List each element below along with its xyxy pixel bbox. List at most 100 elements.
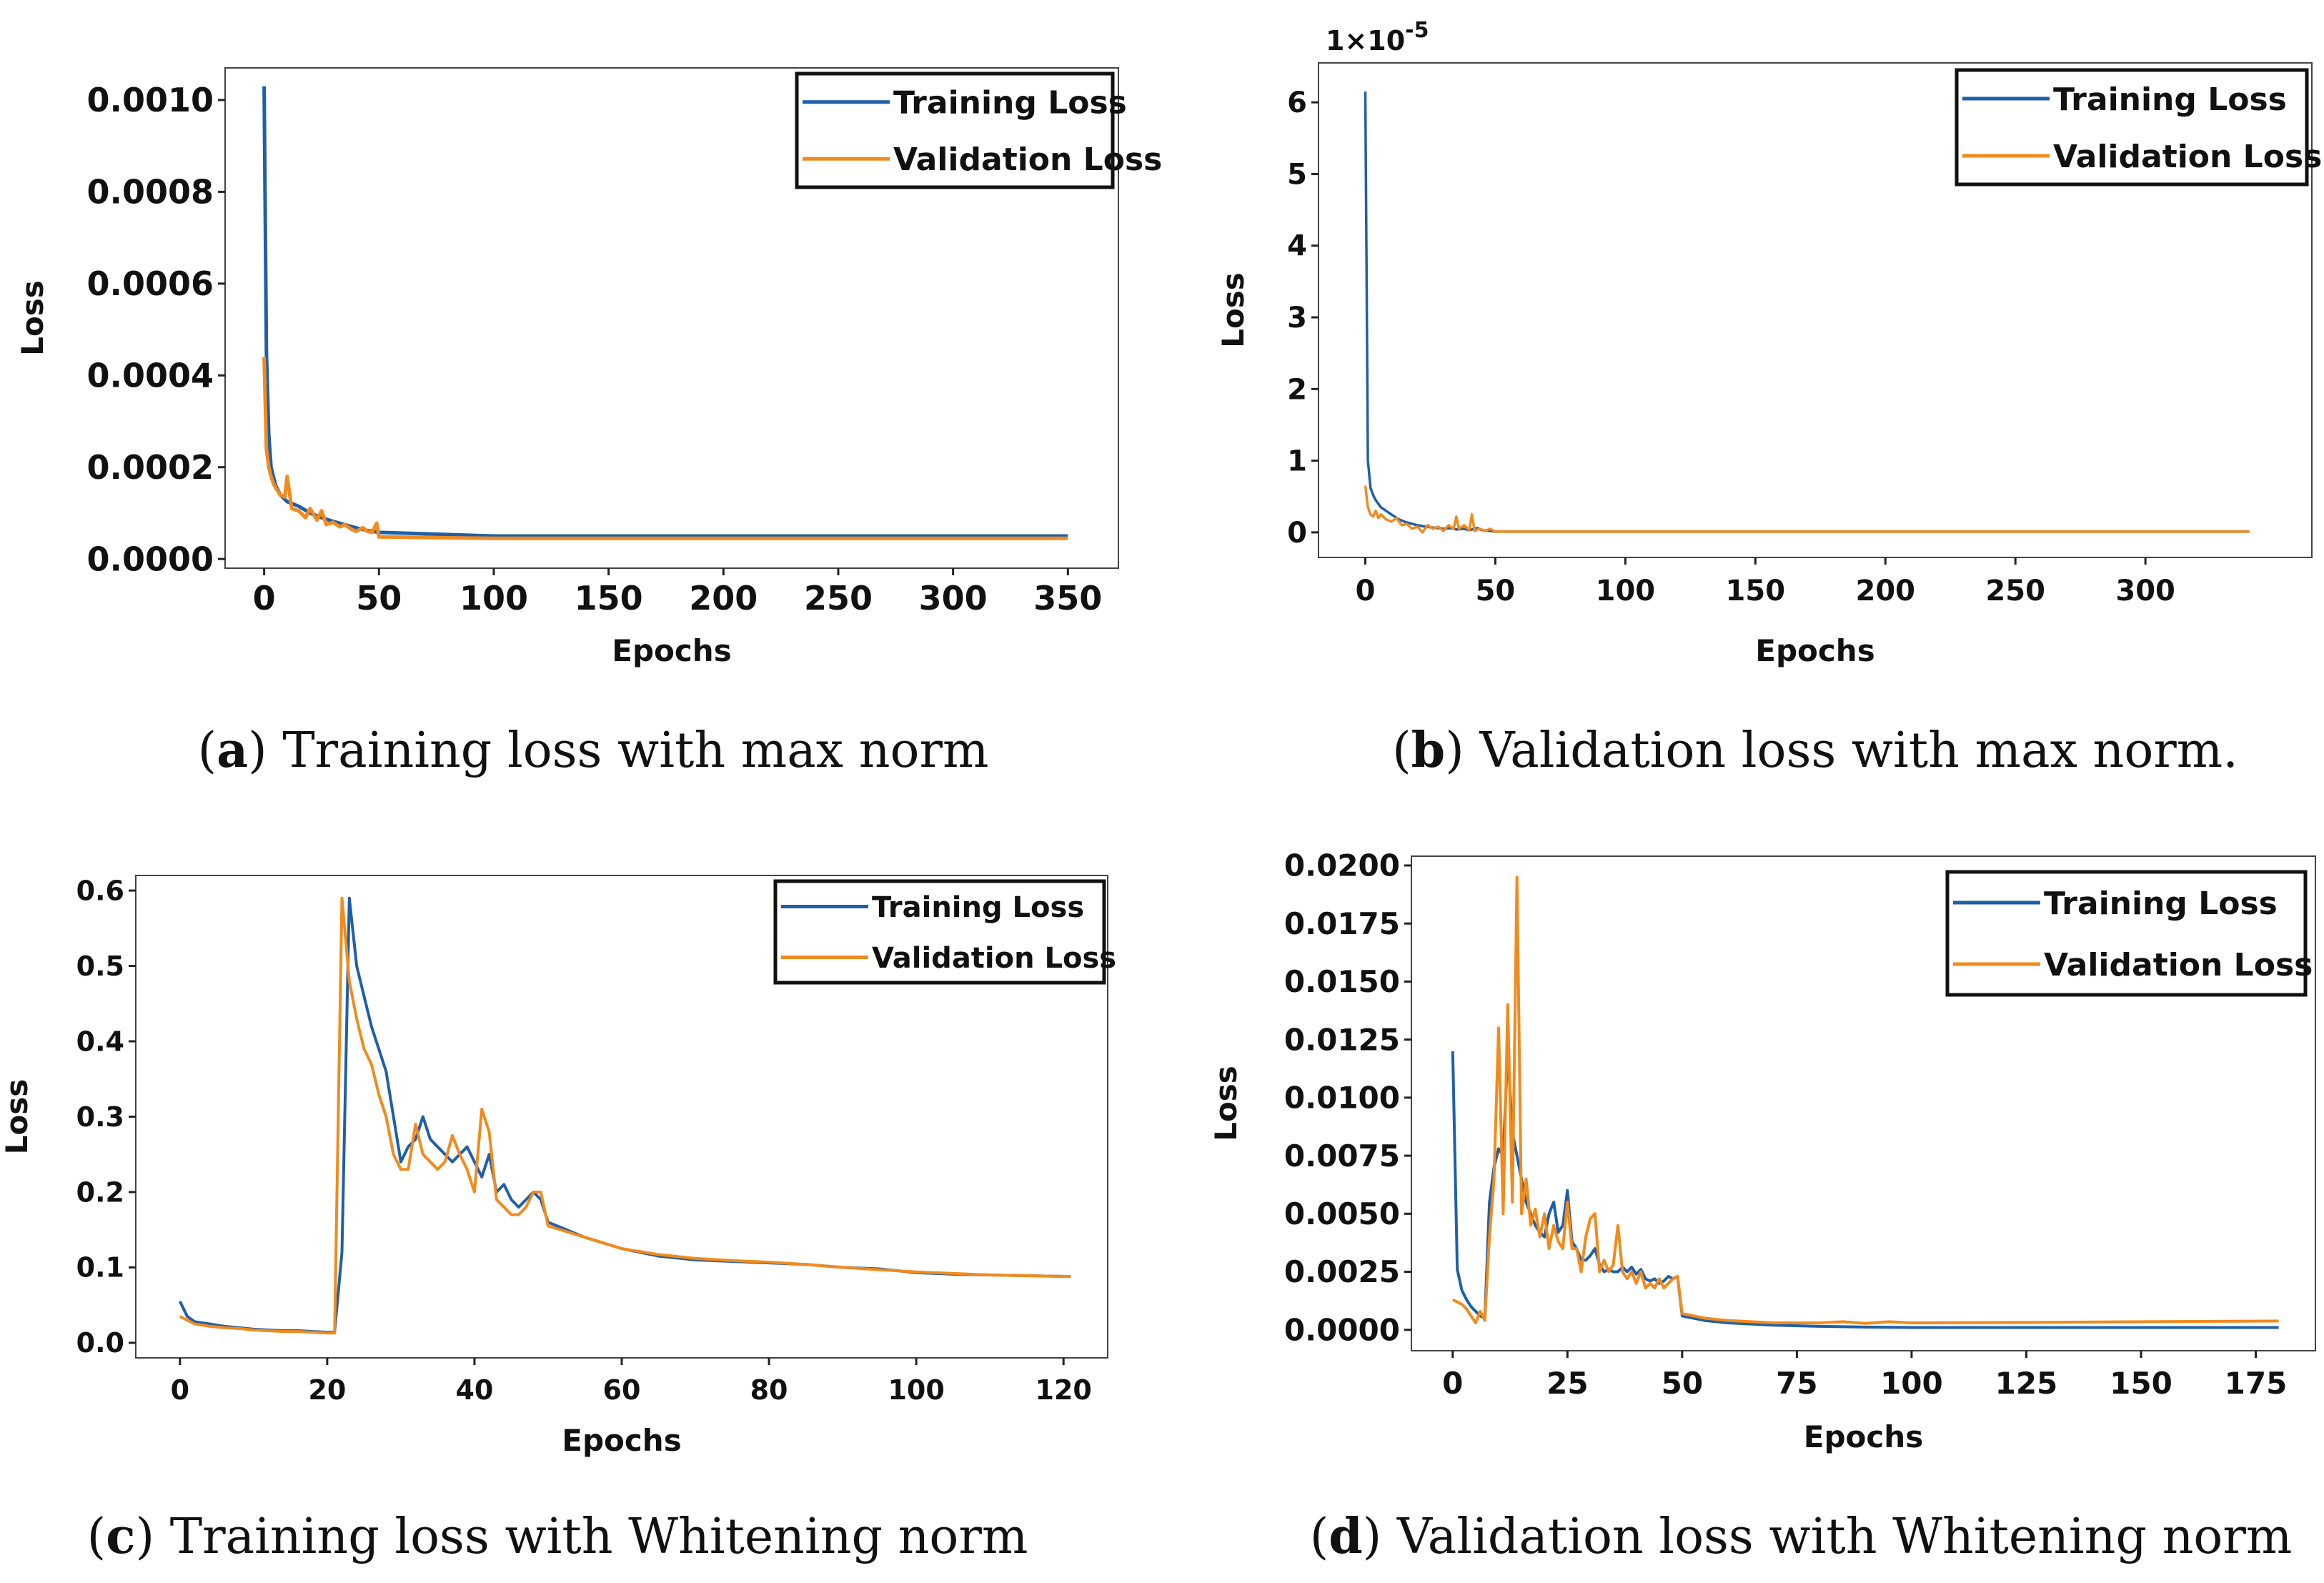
x-tick-label: 300 [2115, 575, 2175, 607]
x-tick-label: 100 [460, 579, 528, 617]
legend-label: Training Loss [893, 85, 1127, 121]
x-tick-label: 150 [2110, 1366, 2172, 1401]
y-tick-label: 0.0075 [1284, 1138, 1400, 1173]
x-tick-label: 150 [575, 579, 643, 617]
x-tick-label: 50 [1476, 575, 1516, 607]
chart-panel-d: 0.0000 0.0025 0.0050 0.0075 0.0100 0.0125 0.01… [1208, 848, 2316, 1454]
x-tick-label: 250 [804, 579, 873, 617]
x-tick-label: 200 [689, 579, 758, 617]
caption-letter: a [217, 722, 249, 779]
chart-panel-c: 0.0 0.1 0.2 0.3 0.4 0.5 0.6 0 20 40 60 80 100 120 Epoc… [0, 875, 1116, 1458]
y-tick-label: 1 [1287, 445, 1307, 478]
caption-b: (b) Validation loss with max norm. [1392, 722, 2238, 779]
y-scale-exponent: -5 [1405, 18, 1429, 43]
y-tick-label: 0.0006 [86, 264, 214, 303]
legend-label: Validation Loss [2044, 947, 2313, 983]
y-tick-label: 0 [1287, 517, 1307, 550]
legend: Training Loss Validation Loss [1955, 68, 2322, 187]
y-tick-label: 0.0175 [1284, 906, 1400, 941]
legend-label: Validation Loss [893, 142, 1162, 178]
caption-a: (a) Training loss with max norm [197, 722, 989, 779]
caption-text: Training loss with max norm [282, 723, 989, 779]
y-tick-label: 0.0004 [86, 356, 214, 394]
y-tick-label: 0.0150 [1284, 964, 1400, 999]
y-tick-label: 0.0002 [86, 448, 214, 487]
x-tick-label: 0 [1356, 575, 1376, 607]
y-tick-label: 0.0000 [86, 540, 214, 578]
y-tick-label: 0.4 [76, 1026, 124, 1057]
x-tick-label: 40 [455, 1374, 493, 1406]
y-axis-label: Loss [15, 280, 50, 356]
y-tick-label: 2 [1287, 373, 1307, 406]
x-tick-label: 200 [1855, 575, 1915, 607]
legend-box [1955, 68, 2309, 187]
x-tick-label: 80 [750, 1374, 788, 1406]
x-tick-label: 50 [356, 579, 402, 617]
x-tick-label: 50 [1662, 1366, 1703, 1401]
x-tick-label: 25 [1546, 1366, 1588, 1401]
legend-label: Validation Loss [872, 942, 1116, 975]
caption-d: (d) Validation loss with Whitening norm [1309, 1508, 2293, 1565]
legend-label: Training Loss [2044, 885, 2278, 922]
series-line-training [262, 86, 1068, 538]
caption-text: Training loss with Whitening norm [169, 1509, 1028, 1565]
x-tick-label: 175 [2225, 1366, 2288, 1401]
x-axis-label: Epochs [612, 633, 731, 668]
y-axis-label: Loss [1216, 272, 1251, 348]
series-line-validation [262, 357, 1068, 540]
series-line-validation [1451, 875, 2279, 1325]
y-tick-label: 0.2 [76, 1176, 124, 1208]
x-tick-label: 100 [1880, 1366, 1943, 1401]
x-tick-label: 300 [919, 579, 988, 617]
y-tick-label: 0.0010 [86, 81, 214, 119]
y-tick-label: 0.1 [76, 1252, 124, 1284]
x-tick-label: 20 [308, 1374, 346, 1406]
x-tick-label: 100 [1596, 575, 1656, 607]
caption-letter: c [106, 1508, 136, 1565]
y-tick-label: 0.0050 [1284, 1196, 1400, 1231]
x-tick-label: 0 [1442, 1366, 1463, 1401]
series-line-validation [1364, 485, 2250, 534]
y-tick-label: 0.0000 [1284, 1312, 1400, 1347]
caption-text: Validation loss with max norm. [1479, 723, 2238, 779]
x-axis-label: Epochs [562, 1423, 681, 1458]
plot-frame [1411, 855, 2316, 1351]
y-tick-label: 0.5 [76, 951, 124, 982]
legend: Training Loss Validation Loss [1945, 870, 2313, 997]
plot-frame [1318, 62, 2313, 558]
legend-box [1945, 870, 2308, 997]
y-tick-label: 0.0025 [1284, 1254, 1400, 1289]
caption-text: Validation loss with Whitening norm [1396, 1509, 2293, 1565]
legend-box [773, 879, 1106, 985]
caption-letter: b [1411, 722, 1446, 779]
x-tick-label: 60 [603, 1374, 641, 1406]
series-line-validation [179, 896, 1071, 1335]
series-line-training [1451, 1049, 2279, 1329]
y-tick-label: 0.0125 [1284, 1022, 1400, 1057]
y-tick-label: 0.3 [76, 1101, 124, 1133]
caption-letter: d [1329, 1508, 1363, 1565]
x-tick-label: 150 [1726, 575, 1786, 607]
y-tick-label: 0.6 [76, 875, 124, 906]
x-tick-label: 350 [1033, 579, 1102, 617]
y-tick-label: 0.0 [76, 1327, 124, 1359]
y-axis-label: Loss [1208, 1066, 1243, 1141]
x-tick-label: 125 [1995, 1366, 2058, 1401]
x-tick-label: 250 [1985, 575, 2045, 607]
chart-panel-a: 0.0000 0.0002 0.0004 0.0006 0.0008 0.0010 0 50 1… [15, 67, 1162, 668]
legend-label: Training Loss [872, 891, 1084, 924]
y-tick-label: 5 [1287, 158, 1307, 191]
x-axis-label: Epochs [1755, 633, 1874, 668]
legend: Training Loss Validation Loss [795, 71, 1162, 189]
x-tick-label: 100 [888, 1374, 944, 1406]
y-tick-label: 0.0008 [86, 172, 214, 211]
x-axis-label: Epochs [1804, 1419, 1923, 1454]
legend-box [795, 71, 1115, 189]
plot-frame [224, 67, 1119, 569]
y-tick-label: 4 [1287, 230, 1307, 263]
y-tick-label: 0.0200 [1284, 848, 1400, 883]
x-tick-label: 75 [1776, 1366, 1817, 1401]
y-axis-label: Loss [0, 1079, 34, 1155]
y-tick-label: 6 [1287, 86, 1307, 119]
x-tick-label: 0 [171, 1374, 189, 1406]
